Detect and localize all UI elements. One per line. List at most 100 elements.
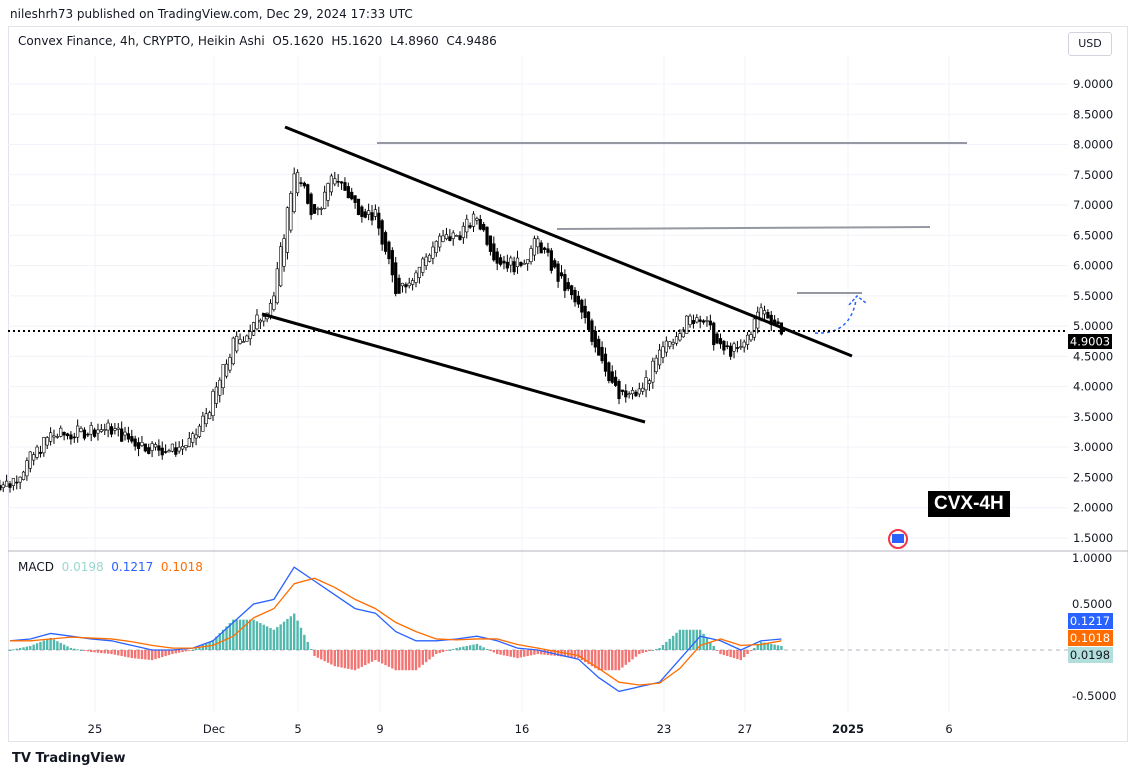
candle-up [167,450,171,453]
candle-up [674,336,679,344]
macd-histogram-bar [289,616,293,650]
macd-histogram-bar [600,650,604,671]
candle-up [123,431,127,436]
macd-histogram-bar [299,627,303,650]
candle-down [556,263,560,282]
macd-value-label: 0.1217 [1070,614,1110,628]
macd-histogram-bar [688,629,692,650]
candle-down [708,320,712,326]
macd-histogram-bar [573,650,577,658]
candle-up [654,357,658,372]
macd-histogram-bar [184,650,188,652]
candle-up [180,445,185,450]
candle-down [133,438,137,447]
macd-histogram-bar [171,650,174,655]
macd-histogram-bar [685,629,688,650]
candle-up [214,386,218,404]
macd-histogram-bar [113,650,117,655]
macd-histogram-bar [90,650,93,653]
price-axis[interactable]: 9.0000 8.5000 8.0000 7.5000 7.0000 6.5000 6.00… [1073,77,1113,545]
candle-down [563,273,567,291]
macd-histogram-bar [144,650,147,660]
candle-down [339,181,344,184]
signal-line [10,577,782,686]
macd-histogram-bar [678,629,682,650]
macd-histogram-bar [309,648,313,650]
macd-histogram-bar [648,650,651,652]
resistance-line-6.6[interactable] [556,226,931,230]
macd-histogram-bar [357,650,360,669]
time-axis[interactable]: 25 Dec 5 9 16 23 27 2025 6 [88,722,953,736]
candle-up [21,471,26,480]
time-tick: 9 [376,722,383,736]
candle-down [583,305,587,319]
macd-histogram-bar [424,650,428,663]
signal-value: 0.1018 [160,560,203,574]
candle-down [336,181,340,183]
upper-trendline[interactable] [284,125,853,358]
macd-histogram-bar [479,645,482,650]
macd-histogram-bar [96,650,100,653]
macd-histogram-bar [137,650,140,659]
projection-arrow[interactable] [814,299,857,334]
symbol-name[interactable]: Convex Finance, 4h, CRYPTO, Heikin Ashi [18,34,265,48]
candle-down [65,433,70,437]
macd-histogram-bar [722,650,726,656]
price-tick: 1.5000 [1073,531,1113,545]
price-tick: 5.0000 [1073,319,1113,333]
candle-down [593,330,597,348]
macd-histogram-bar [590,650,594,667]
candle-up [630,390,635,395]
candle-up [441,235,445,242]
candle-down [302,182,306,187]
candle-down [8,483,12,488]
symbol-legend: Convex Finance, 4h, CRYPTO, Heikin Ashi … [18,34,497,48]
candle-down [597,338,601,356]
candle-down [164,451,168,453]
macd-histogram-bar [587,650,590,665]
macd-axis: 1.0000 0.5000 -0.5000 0.1217 0.1018 0.0198 [1068,551,1116,703]
us-flag-icon [892,534,904,543]
candle-down [718,338,723,345]
macd-histogram-bar [181,650,184,653]
macd-title[interactable]: MACD [18,560,54,574]
candle-up [454,235,459,237]
price-tick: 8.5000 [1073,107,1113,121]
candle-up [742,341,746,348]
candle-up [89,425,93,435]
candle-up [461,225,465,238]
macd-histogram-bar [69,647,73,650]
candle-up [526,259,530,264]
macd-histogram-bar [269,628,272,650]
candle-up [235,335,239,352]
candle-up [451,232,455,239]
macd-histogram-bar [631,650,634,660]
candle-up [55,436,59,438]
candle-down [698,319,702,322]
candle-up [509,257,513,266]
macd-tick: 0.5000 [1072,597,1112,611]
lower-trendline[interactable] [261,312,646,424]
candle-down [397,277,401,294]
candle-up [268,302,273,317]
candle-up [177,446,181,452]
candle-down [380,220,384,245]
tradingview-logo[interactable]: 𝗧𝗩 TradingView [12,751,126,766]
candle-down [130,436,134,442]
candle-down [62,432,66,436]
macd-histogram-bar [773,644,776,650]
macd-histogram-bar [401,650,404,671]
time-tick: 5 [294,722,301,736]
high-value: H5.1620 [331,34,383,48]
currency-button[interactable]: USD [1068,32,1112,56]
candle-up [106,422,110,431]
macd-histogram-bar [164,650,167,657]
candle-down [343,182,347,191]
candle-up [289,193,293,231]
macd-histogram-bar [509,650,512,657]
candle-down [69,434,73,440]
macd-histogram-bar [583,650,587,663]
price-tick: 7.5000 [1073,168,1113,182]
macd-histogram-bar [110,650,113,655]
